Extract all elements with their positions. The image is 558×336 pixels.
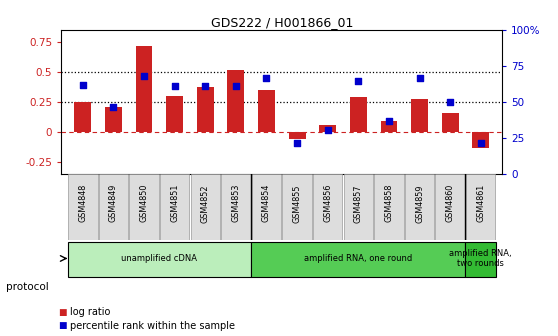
Bar	[288, 132, 306, 139]
FancyBboxPatch shape	[99, 174, 128, 240]
Text: GSM4852: GSM4852	[201, 184, 210, 222]
FancyBboxPatch shape	[191, 174, 220, 240]
Text: percentile rank within the sample: percentile rank within the sample	[70, 321, 235, 331]
Bar	[136, 46, 152, 132]
Point	[262, 75, 271, 80]
Bar	[105, 107, 122, 132]
Text: amplified RNA,
two rounds: amplified RNA, two rounds	[449, 249, 512, 268]
Text: GSM4850: GSM4850	[140, 184, 148, 222]
Text: GSM4860: GSM4860	[446, 184, 455, 222]
Bar	[251, 242, 465, 277]
FancyBboxPatch shape	[374, 174, 403, 240]
Point	[232, 84, 240, 89]
Bar	[319, 125, 336, 132]
Point	[384, 118, 393, 124]
Text: GSM4853: GSM4853	[232, 184, 240, 222]
Text: GSM4859: GSM4859	[415, 184, 424, 222]
Bar	[258, 90, 275, 132]
FancyBboxPatch shape	[282, 174, 312, 240]
Text: GSM4858: GSM4858	[384, 184, 393, 222]
Point	[415, 75, 424, 80]
Point	[201, 84, 210, 89]
Text: ■: ■	[59, 308, 67, 317]
Bar	[473, 132, 489, 148]
Point	[477, 140, 485, 145]
Text: GSM4854: GSM4854	[262, 184, 271, 222]
Text: GSM4855: GSM4855	[292, 184, 301, 222]
Point	[78, 82, 87, 88]
Point	[446, 99, 455, 105]
FancyBboxPatch shape	[68, 174, 98, 240]
Bar	[68, 242, 251, 277]
Bar	[411, 99, 428, 132]
Text: log ratio: log ratio	[70, 307, 110, 318]
Bar	[228, 70, 244, 132]
FancyBboxPatch shape	[435, 174, 465, 240]
Bar	[166, 96, 183, 132]
FancyBboxPatch shape	[160, 174, 189, 240]
FancyBboxPatch shape	[466, 174, 496, 240]
Point	[109, 104, 118, 109]
Text: protocol: protocol	[6, 282, 49, 292]
Bar	[74, 102, 91, 132]
FancyBboxPatch shape	[129, 174, 158, 240]
Text: ■: ■	[59, 322, 67, 330]
FancyBboxPatch shape	[221, 174, 251, 240]
Text: GSM4856: GSM4856	[323, 184, 332, 222]
Text: unamplified cDNA: unamplified cDNA	[121, 254, 198, 263]
Bar	[442, 113, 459, 132]
Bar	[465, 242, 496, 277]
Text: GSM4861: GSM4861	[477, 184, 485, 222]
Point	[170, 84, 179, 89]
FancyBboxPatch shape	[252, 174, 281, 240]
FancyBboxPatch shape	[313, 174, 343, 240]
Point	[354, 78, 363, 83]
Text: GSM4849: GSM4849	[109, 184, 118, 222]
FancyBboxPatch shape	[344, 174, 373, 240]
Bar	[197, 87, 214, 132]
Bar	[381, 121, 397, 132]
Text: GSM4851: GSM4851	[170, 184, 179, 222]
Point	[292, 140, 301, 145]
Bar	[350, 97, 367, 132]
Point	[140, 74, 148, 79]
Text: GSM4857: GSM4857	[354, 184, 363, 222]
Title: GDS222 / H001866_01: GDS222 / H001866_01	[210, 16, 353, 29]
Text: GSM4848: GSM4848	[78, 184, 87, 222]
Point	[323, 127, 332, 132]
Text: amplified RNA, one round: amplified RNA, one round	[304, 254, 412, 263]
FancyBboxPatch shape	[405, 174, 434, 240]
